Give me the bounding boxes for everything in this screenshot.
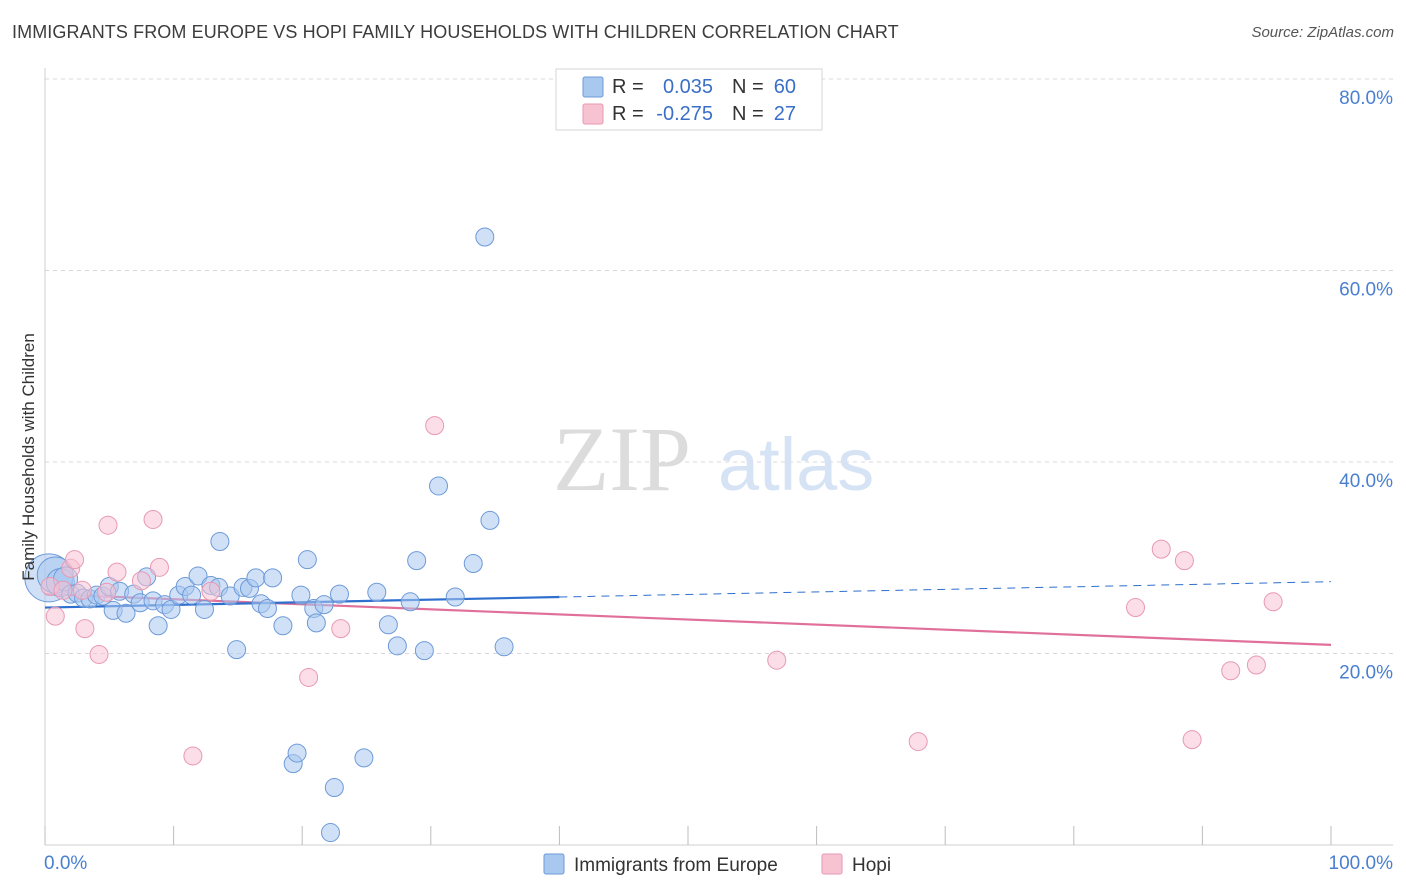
- series-hopi-points: [40, 416, 1283, 766]
- legend-n-value-europe: 60: [774, 76, 796, 98]
- point-hopi: [1263, 592, 1283, 612]
- legend-swatch-europe: [582, 76, 604, 98]
- point-europe: [314, 595, 334, 615]
- y-tick-label: 20.0%: [1339, 663, 1393, 684]
- point-hopi: [1246, 655, 1266, 675]
- point-europe: [407, 551, 427, 571]
- point-hopi: [45, 606, 65, 626]
- legend-n-value-hopi: 27: [774, 103, 796, 125]
- point-europe: [480, 510, 500, 530]
- point-hopi: [201, 581, 221, 601]
- legend-n-label-hopi: N =: [732, 103, 764, 125]
- series-legend: Immigrants from Europe Hopi: [543, 853, 891, 876]
- watermark-zip: ZIP: [553, 408, 691, 510]
- legend-swatch-hopi: [582, 103, 604, 125]
- point-europe: [306, 613, 326, 633]
- point-europe: [291, 585, 311, 605]
- x-tick-label: 100.0%: [1329, 853, 1394, 874]
- point-europe: [246, 568, 266, 588]
- watermark-atlas: atlas: [718, 423, 874, 506]
- point-europe: [273, 616, 293, 636]
- point-hopi: [149, 557, 169, 577]
- point-hopi: [767, 650, 787, 670]
- x-tick-labels: 0.0% 100.0%: [44, 853, 1393, 874]
- y-tick-label: 60.0%: [1339, 280, 1393, 301]
- point-hopi: [331, 619, 351, 639]
- point-europe: [367, 582, 387, 602]
- watermark: ZIP atlas: [553, 408, 874, 510]
- point-europe: [354, 748, 374, 768]
- legend-r-value-hopi: -0.275: [656, 103, 713, 125]
- stats-legend: R = 0.035 N = 60 R = -0.275 N = 27: [555, 68, 823, 131]
- point-europe: [320, 823, 340, 843]
- point-europe: [182, 585, 202, 605]
- y-tick-label: 40.0%: [1339, 471, 1393, 492]
- series-europe-points: [24, 227, 514, 843]
- point-europe: [297, 550, 317, 570]
- y-tick-labels: 20.0% 40.0% 60.0% 80.0%: [1339, 88, 1393, 684]
- point-hopi: [143, 509, 163, 529]
- point-europe: [475, 227, 495, 247]
- legend-n-label-europe: N =: [732, 76, 764, 98]
- point-europe: [116, 603, 136, 623]
- point-hopi: [183, 746, 203, 766]
- point-hopi: [89, 644, 109, 664]
- point-europe: [263, 568, 283, 588]
- point-europe: [148, 616, 168, 636]
- bottom-legend-label-europe: Immigrants from Europe: [574, 855, 778, 876]
- point-europe: [194, 599, 214, 619]
- point-hopi: [1174, 551, 1194, 571]
- point-hopi: [131, 571, 151, 591]
- point-hopi: [72, 580, 92, 600]
- axes: [44, 68, 1393, 846]
- point-europe: [429, 476, 449, 496]
- point-hopi: [1151, 539, 1171, 559]
- point-hopi: [107, 562, 127, 582]
- trendline-europe-extension: [559, 581, 1332, 598]
- point-hopi: [1182, 730, 1202, 750]
- point-europe: [329, 584, 349, 604]
- point-hopi: [908, 732, 928, 752]
- chart-source: Source: ZipAtlas.com: [1251, 24, 1394, 41]
- gridlines: [45, 78, 1393, 654]
- legend-r-label-hopi: R =: [612, 103, 644, 125]
- legend-r-value-europe: 0.035: [663, 76, 713, 98]
- point-europe: [324, 778, 344, 798]
- point-europe: [400, 592, 420, 612]
- point-hopi: [53, 580, 73, 600]
- legend-r-label-europe: R =: [612, 76, 644, 98]
- point-europe: [494, 637, 514, 657]
- chart-title: IMMIGRANTS FROM EUROPE VS HOPI FAMILY HO…: [12, 22, 899, 42]
- bottom-legend-label-hopi: Hopi: [852, 855, 891, 876]
- point-hopi: [299, 667, 319, 687]
- point-europe: [463, 553, 483, 573]
- point-europe: [227, 640, 247, 660]
- point-europe: [257, 598, 277, 618]
- point-hopi: [65, 550, 85, 570]
- point-hopi: [98, 515, 118, 535]
- point-hopi: [75, 619, 95, 639]
- point-europe: [188, 566, 208, 586]
- point-europe: [287, 743, 307, 763]
- point-hopi: [97, 582, 117, 602]
- point-hopi: [425, 416, 445, 436]
- y-axis-label: Family Households with Children: [19, 333, 38, 581]
- y-tick-label: 80.0%: [1339, 88, 1393, 109]
- point-europe: [445, 587, 465, 607]
- bottom-legend-swatch-hopi: [821, 853, 843, 875]
- bottom-legend-swatch-europe: [543, 853, 565, 875]
- point-europe: [210, 531, 230, 551]
- point-europe: [387, 636, 407, 656]
- point-europe: [414, 641, 434, 661]
- point-hopi: [1221, 661, 1241, 681]
- x-tick-label: 0.0%: [44, 853, 87, 874]
- point-europe: [378, 615, 398, 635]
- point-hopi: [1126, 598, 1146, 618]
